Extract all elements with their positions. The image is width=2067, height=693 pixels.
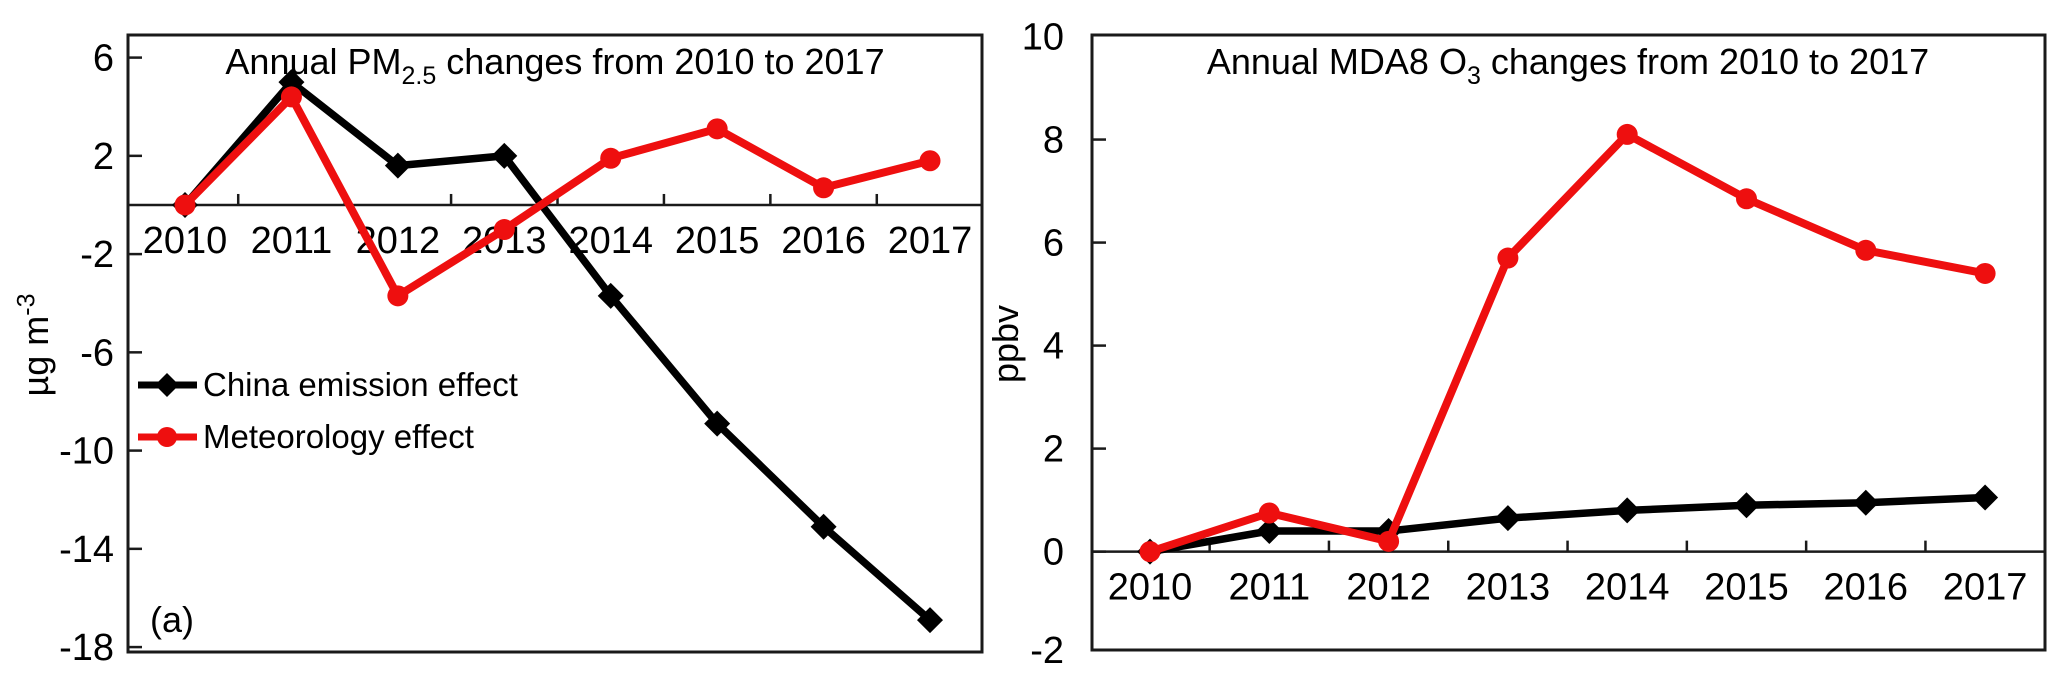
y-tick-label: -2 xyxy=(1030,630,1064,672)
legend-label-china-emission-effect: China emission effect xyxy=(203,366,518,403)
series-marker-china-emission-effect xyxy=(810,513,837,540)
series-marker-china-emission-effect xyxy=(1972,484,1999,511)
y-tick-label: 2 xyxy=(1043,429,1064,471)
series-line-meteorology-effect xyxy=(182,90,931,302)
series-marker-china-emission-effect xyxy=(704,410,731,437)
series-line-china-emission-effect xyxy=(182,77,933,623)
x-tick-label: 2010 xyxy=(143,220,228,262)
y-axis-label: ppbv xyxy=(985,305,1026,383)
chart-title: Annual PM2.5 changes from 2010 to 2017 xyxy=(225,41,884,90)
x-tick-label: 2011 xyxy=(251,220,333,262)
series-marker-china-emission-effect xyxy=(917,607,944,634)
x-tick-label: 2010 xyxy=(1108,567,1193,609)
series-marker-meteorology-effect xyxy=(919,150,941,172)
y-tick-label: -10 xyxy=(59,431,114,473)
series-marker-meteorology-effect xyxy=(280,86,302,108)
y-tick-label: -14 xyxy=(59,529,114,571)
series-marker-meteorology-effect xyxy=(1258,502,1280,524)
chart-legend: China emission effect Meteorology effect xyxy=(138,366,518,455)
y-tick-label: 6 xyxy=(93,38,114,80)
y-tick-label: 10 xyxy=(1022,17,1064,59)
y-tick-label: -6 xyxy=(80,332,114,374)
x-tick-label: 2017 xyxy=(888,220,973,262)
x-tick-label: 2012 xyxy=(1346,567,1431,609)
series-marker-meteorology-effect xyxy=(1855,239,1877,261)
legend-diamond-marker-icon xyxy=(155,373,179,397)
y-axis-label: µg m-3 xyxy=(12,294,56,397)
y-tick-label: -2 xyxy=(80,234,114,276)
series-marker-china-emission-effect xyxy=(1494,505,1521,532)
series-marker-china-emission-effect xyxy=(1256,518,1283,545)
legend-label-meteorology-effect: Meteorology effect xyxy=(203,418,474,455)
series-marker-meteorology-effect xyxy=(706,118,728,140)
y-tick-label: 8 xyxy=(1043,120,1064,162)
panel-label: (a) xyxy=(150,599,194,640)
series-marker-china-emission-effect xyxy=(491,142,518,169)
y-tick-label: -18 xyxy=(59,627,114,669)
series-marker-meteorology-effect xyxy=(1616,123,1638,145)
legend-circle-marker-icon xyxy=(157,427,177,447)
series-marker-china-emission-effect xyxy=(1852,489,1879,516)
series-marker-meteorology-effect xyxy=(1736,188,1757,210)
y-tick-label: 2 xyxy=(93,136,114,178)
series-marker-china-emission-effect xyxy=(1733,492,1760,519)
x-tick-label: 2015 xyxy=(1704,567,1789,609)
series-marker-china-emission-effect xyxy=(1614,497,1641,524)
y-tick-label: 4 xyxy=(1043,326,1064,368)
series-marker-meteorology-effect xyxy=(174,194,196,216)
series-marker-meteorology-effect xyxy=(813,177,835,199)
x-tick-label: 2013 xyxy=(1466,567,1551,609)
x-tick-label: 2015 xyxy=(675,220,760,262)
chart-frame xyxy=(1090,33,2047,652)
series-marker-meteorology-effect xyxy=(1497,247,1519,269)
series-marker-meteorology-effect xyxy=(493,219,515,241)
x-tick-label: 2016 xyxy=(1824,567,1909,609)
series-line-china-emission-effect xyxy=(1149,493,1986,556)
x-tick-label: 2016 xyxy=(781,220,866,262)
series-line-meteorology-effect xyxy=(1148,129,1986,556)
series-marker-meteorology-effect xyxy=(1139,541,1161,563)
x-tick-label: 2014 xyxy=(1585,567,1670,609)
chart-title: Annual MDA8 O3 changes from 2010 to 2017 xyxy=(1207,41,1929,90)
chart-panel-2: 10 8 6 4 2 0 -2 2010 2011 2012 2013 2014 2015 2016 201… xyxy=(985,17,2047,672)
y-tick-label: 0 xyxy=(1043,532,1064,574)
series-marker-meteorology-effect xyxy=(600,147,622,169)
y-tick-label: 6 xyxy=(1043,223,1064,265)
series-marker-china-emission-effect xyxy=(384,152,411,179)
series-marker-meteorology-effect xyxy=(1378,530,1400,552)
x-tick-label: 2011 xyxy=(1228,567,1310,609)
series-marker-meteorology-effect xyxy=(387,285,409,307)
x-tick-label: 2017 xyxy=(1943,567,2028,609)
series-marker-china-emission-effect xyxy=(597,282,624,309)
series-marker-meteorology-effect xyxy=(1974,262,1996,284)
chart-frame xyxy=(126,33,984,654)
